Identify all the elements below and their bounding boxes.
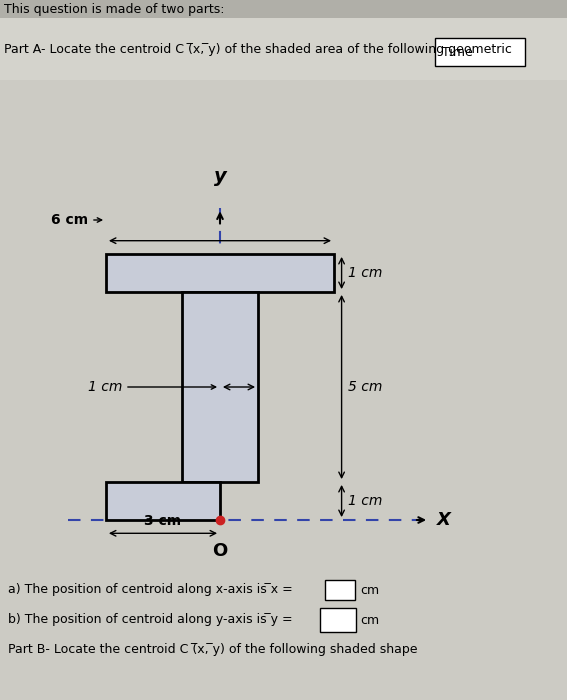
Bar — [106, 254, 334, 292]
Text: 1 cm: 1 cm — [348, 266, 382, 280]
Text: This question is made of two parts:: This question is made of two parts: — [4, 4, 225, 17]
Text: 3 cm: 3 cm — [145, 514, 181, 528]
Text: b) The position of centroid along y-axis is ̅y =: b) The position of centroid along y-axis… — [8, 613, 293, 626]
Text: 1 cm: 1 cm — [348, 494, 382, 508]
Text: O: O — [213, 542, 227, 560]
Text: 5 cm: 5 cm — [348, 380, 382, 394]
Text: y: y — [214, 167, 226, 186]
Bar — [106, 482, 220, 520]
Text: 1 cm: 1 cm — [88, 380, 122, 394]
FancyBboxPatch shape — [325, 580, 355, 600]
Text: cm: cm — [360, 584, 379, 596]
Bar — [0, 0, 567, 18]
Text: Part B- Locate the centroid C (̅x, ̅y) of the following shaded shape: Part B- Locate the centroid C (̅x, ̅y) o… — [8, 643, 417, 657]
Bar — [0, 570, 567, 700]
Text: a) The position of centroid along x-axis is ̅x =: a) The position of centroid along x-axis… — [8, 584, 293, 596]
Text: X: X — [437, 511, 451, 529]
Bar — [182, 292, 258, 482]
Text: cm: cm — [360, 613, 379, 626]
FancyBboxPatch shape — [320, 608, 356, 632]
Text: Part A- Locate the centroid C (̅x, ̅y) of the shaded area of the following geome: Part A- Locate the centroid C (̅x, ̅y) o… — [4, 43, 512, 57]
FancyBboxPatch shape — [435, 38, 525, 66]
Text: 6 cm: 6 cm — [51, 213, 88, 227]
Bar — [0, 0, 567, 80]
Text: Time: Time — [442, 46, 473, 60]
